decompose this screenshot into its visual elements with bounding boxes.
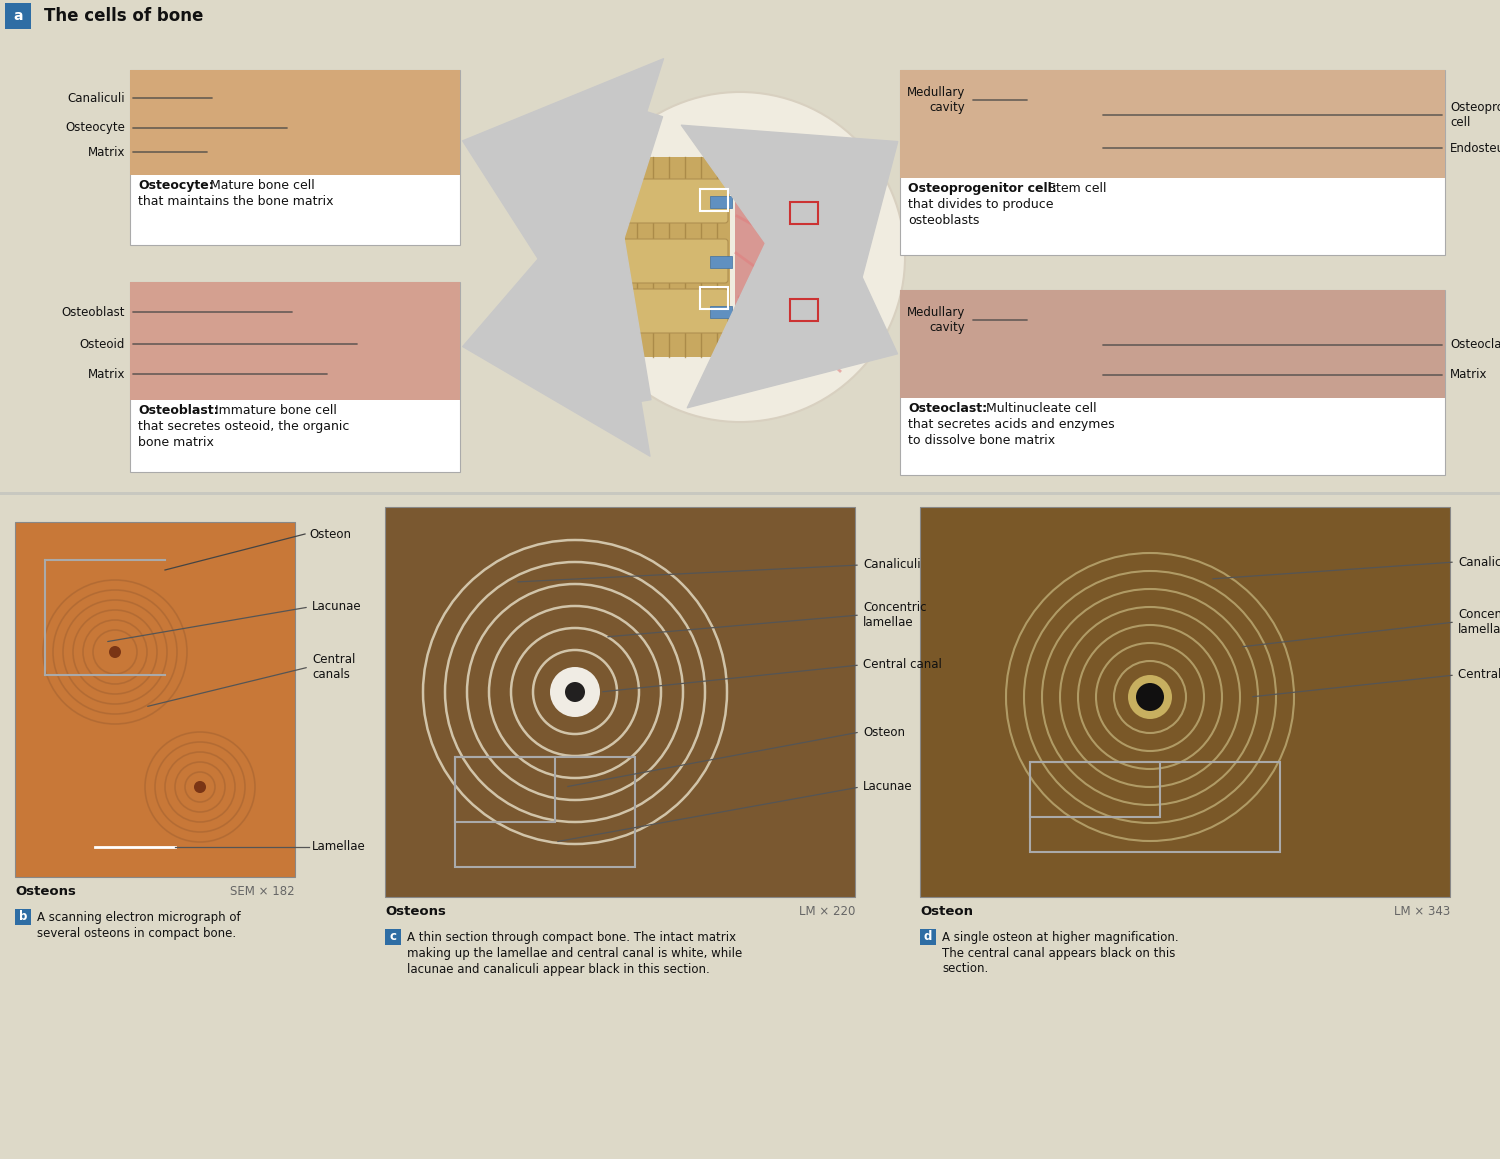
Bar [386,506,855,897]
Text: Osteocyte: Osteocyte [64,122,125,134]
Text: Canaliculi: Canaliculi [1458,555,1500,569]
Text: Osteoblast:: Osteoblast: [138,404,219,417]
Text: Multinucleate cell: Multinucleate cell [982,402,1096,415]
FancyBboxPatch shape [602,178,728,223]
Text: Matrix: Matrix [87,146,124,159]
Circle shape [574,92,904,422]
Text: The central canal appears black on this: The central canal appears black on this [942,947,1176,960]
Text: Osteon: Osteon [862,726,904,738]
FancyBboxPatch shape [386,930,400,945]
Text: Osteoid: Osteoid [80,337,124,350]
Text: Central canal: Central canal [862,658,942,671]
Text: Osteoclast: Osteoclast [1450,338,1500,351]
Text: Osteon: Osteon [920,905,974,918]
Text: c: c [390,931,396,943]
Bar [454,757,634,867]
Text: A thin section through compact bone. The intact matrix: A thin section through compact bone. The… [406,931,736,943]
Bar [130,70,460,175]
Text: d: d [924,931,932,943]
Text: Canaliculi: Canaliculi [862,559,921,571]
Text: SEM × 182: SEM × 182 [231,885,296,898]
Text: Lacunae: Lacunae [312,600,362,613]
Text: b: b [20,911,27,924]
Text: Central
canals: Central canals [312,653,356,681]
Text: Osteocyte:: Osteocyte: [138,178,213,192]
Bar [130,282,460,472]
Text: Concentric
lamellae: Concentric lamellae [862,602,927,629]
Bar [710,306,732,318]
Text: that secretes acids and enzymes: that secretes acids and enzymes [908,418,1114,431]
Bar [1030,761,1280,852]
Circle shape [110,646,122,658]
Bar [900,290,1444,398]
Circle shape [550,666,600,717]
Text: A single osteon at higher magnification.: A single osteon at higher magnification. [942,931,1179,943]
Text: Matrix: Matrix [87,367,124,380]
Text: Endosteum: Endosteum [1450,141,1500,154]
Circle shape [194,781,206,793]
Text: Osteons: Osteons [386,905,446,918]
Bar [1030,761,1160,817]
Text: Matrix: Matrix [1450,369,1488,381]
Text: Medullary
cavity: Medullary cavity [906,86,964,114]
Text: to dissolve bone matrix: to dissolve bone matrix [908,433,1054,447]
Text: LM × 343: LM × 343 [1394,905,1450,918]
Bar [130,282,460,400]
Text: Immature bone cell: Immature bone cell [211,404,338,417]
FancyBboxPatch shape [920,930,936,945]
Text: Mature bone cell: Mature bone cell [206,178,315,192]
Text: Osteoclast:: Osteoclast: [908,402,987,415]
Bar [700,189,727,211]
Text: several osteons in compact bone.: several osteons in compact bone. [38,926,236,940]
Text: osteoblasts: osteoblasts [908,214,980,227]
Bar [710,256,732,268]
Bar [735,152,855,362]
Circle shape [1136,683,1164,710]
Bar [700,287,727,309]
Text: section.: section. [942,962,988,976]
Bar [710,196,732,207]
Text: a: a [13,9,22,23]
Text: Medullary
cavity: Medullary cavity [906,306,964,334]
Text: making up the lamellae and central canal is white, while: making up the lamellae and central canal… [406,947,742,960]
FancyBboxPatch shape [15,909,32,925]
FancyBboxPatch shape [602,289,728,333]
FancyBboxPatch shape [4,3,32,29]
Bar [15,522,296,877]
Bar [900,70,1444,255]
Bar [920,506,1450,897]
Text: Stem cell: Stem cell [1044,182,1107,195]
Text: Osteoprogenitor cell:: Osteoprogenitor cell: [908,182,1056,195]
Bar [900,70,1444,178]
Text: The cells of bone: The cells of bone [44,7,204,25]
Bar [600,156,730,357]
Text: Lamellae: Lamellae [312,840,366,853]
Bar [790,299,818,321]
FancyBboxPatch shape [602,239,728,283]
Text: that maintains the bone matrix: that maintains the bone matrix [138,195,333,207]
Text: Lacunae: Lacunae [862,780,912,794]
Text: Osteoprogenitor
cell: Osteoprogenitor cell [1450,101,1500,129]
Text: Osteoblast: Osteoblast [62,306,124,319]
Bar [0,493,1500,495]
Text: that secretes osteoid, the organic: that secretes osteoid, the organic [138,420,350,433]
Text: that divides to produce: that divides to produce [908,198,1053,211]
Circle shape [1128,675,1172,719]
Circle shape [566,681,585,702]
Bar [900,290,1444,475]
Text: Central canal: Central canal [1458,669,1500,681]
Bar [130,70,460,245]
Text: A scanning electron micrograph of: A scanning electron micrograph of [38,911,240,924]
Text: Osteon: Osteon [309,527,351,540]
Text: Osteons: Osteons [15,885,76,898]
Text: bone matrix: bone matrix [138,436,214,449]
Text: lacunae and canaliculi appear black in this section.: lacunae and canaliculi appear black in t… [406,962,710,976]
Text: Canaliculi: Canaliculi [68,92,124,104]
Text: LM × 220: LM × 220 [798,905,855,918]
Bar [454,757,555,822]
Bar [790,202,818,224]
Text: Concentric
lamellae: Concentric lamellae [1458,608,1500,636]
